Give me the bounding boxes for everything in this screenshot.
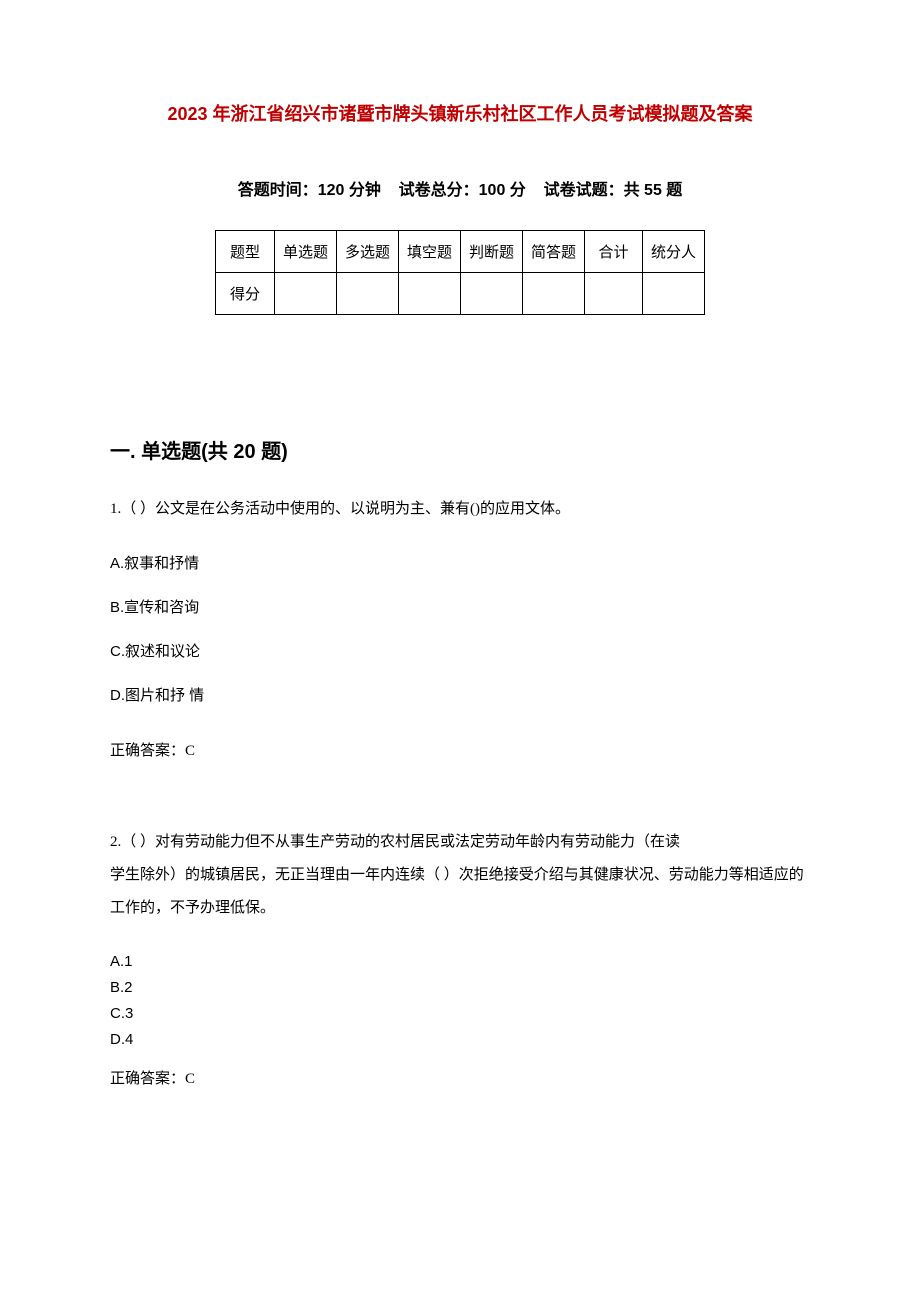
header-cell: 合计 xyxy=(585,231,643,273)
title-year: 2023 xyxy=(167,104,207,124)
q-body: 公文是在公务活动中使用的、以说明为主、兼有()的应用文体。 xyxy=(155,501,570,517)
answer-line: 正确答案：C xyxy=(110,736,810,766)
header-cell: 多选题 xyxy=(336,231,398,273)
time-label: 答题时间： xyxy=(238,182,318,199)
header-cell: 统分人 xyxy=(643,231,705,273)
total-label: 试卷总分： xyxy=(399,182,479,199)
answer-line: 正确答案：C xyxy=(110,1064,810,1094)
answer-value: C xyxy=(185,1071,195,1087)
question-text: 1.（ ）公文是在公务活动中使用的、以说明为主、兼有()的应用文体。 xyxy=(110,494,810,524)
time-value: 120 分钟 xyxy=(318,182,381,199)
section-heading: 一. 单选题(共 20 题) xyxy=(110,435,810,464)
q-blank: （ ） xyxy=(121,501,155,517)
option-b: B.2 xyxy=(110,976,810,1000)
question-2: 2.（ ）对有劳动能力但不从事生产劳动的农村居民或法定劳动年龄内有劳动能力（在读… xyxy=(110,826,810,1094)
score-cell xyxy=(643,273,705,315)
q-body-1: 对有劳动能力但不从事生产劳动的农村居民或法定劳动年龄内有劳动能力（在读 xyxy=(155,834,680,850)
option-b: B.宣传和咨询 xyxy=(110,593,810,623)
question-1: 1.（ ）公文是在公务活动中使用的、以说明为主、兼有()的应用文体。 A.叙事和… xyxy=(110,494,810,766)
q-number: 2. xyxy=(110,834,121,850)
q-blank: （ ） xyxy=(121,834,155,850)
option-a: A.叙事和抒情 xyxy=(110,549,810,579)
question-text: 2.（ ）对有劳动能力但不从事生产劳动的农村居民或法定劳动年龄内有劳动能力（在读… xyxy=(110,826,810,925)
exam-info-line: 答题时间：120 分钟 试卷总分：100 分 试卷试题：共 55 题 xyxy=(110,176,810,200)
count-value: 共 55 题 xyxy=(624,182,683,199)
header-cell: 判断题 xyxy=(461,231,523,273)
answer-label: 正确答案： xyxy=(110,743,185,759)
options-list: A.叙事和抒情 B.宣传和咨询 C.叙述和议论 D.图片和抒 情 xyxy=(110,549,810,711)
option-c: C.叙述和议论 xyxy=(110,637,810,667)
header-cell: 填空题 xyxy=(398,231,460,273)
score-cell xyxy=(274,273,336,315)
header-cell: 单选题 xyxy=(274,231,336,273)
answer-value: C xyxy=(185,743,195,759)
q-number: 1. xyxy=(110,501,121,517)
count-label: 试卷试题： xyxy=(544,182,624,199)
option-d: D.4 xyxy=(110,1028,810,1052)
option-d: D.图片和抒 情 xyxy=(110,681,810,711)
score-cell xyxy=(523,273,585,315)
table-row: 题型 单选题 多选题 填空题 判断题 简答题 合计 统分人 xyxy=(215,231,704,273)
score-cell xyxy=(461,273,523,315)
q-body-2: 学生除外）的城镇居民，无正当理由一年内连续（ ）次拒绝接受介绍与其健康状况、劳动… xyxy=(110,867,804,916)
title-text: 年浙江省绍兴市诸暨市牌头镇新乐村社区工作人员考试模拟题及答案 xyxy=(208,104,753,124)
answer-label: 正确答案： xyxy=(110,1071,185,1087)
option-a: A.1 xyxy=(110,950,810,974)
total-value: 100 分 xyxy=(479,182,526,199)
options-list: A.1 B.2 C.3 D.4 xyxy=(110,950,810,1052)
header-cell: 题型 xyxy=(215,231,274,273)
option-c: C.3 xyxy=(110,1002,810,1026)
table-row: 得分 xyxy=(215,273,704,315)
score-cell xyxy=(585,273,643,315)
document-title: 2023 年浙江省绍兴市诸暨市牌头镇新乐村社区工作人员考试模拟题及答案 xyxy=(110,100,810,126)
score-label-cell: 得分 xyxy=(215,273,274,315)
score-cell xyxy=(336,273,398,315)
score-cell xyxy=(398,273,460,315)
score-table: 题型 单选题 多选题 填空题 判断题 简答题 合计 统分人 得分 xyxy=(215,230,705,315)
header-cell: 简答题 xyxy=(523,231,585,273)
